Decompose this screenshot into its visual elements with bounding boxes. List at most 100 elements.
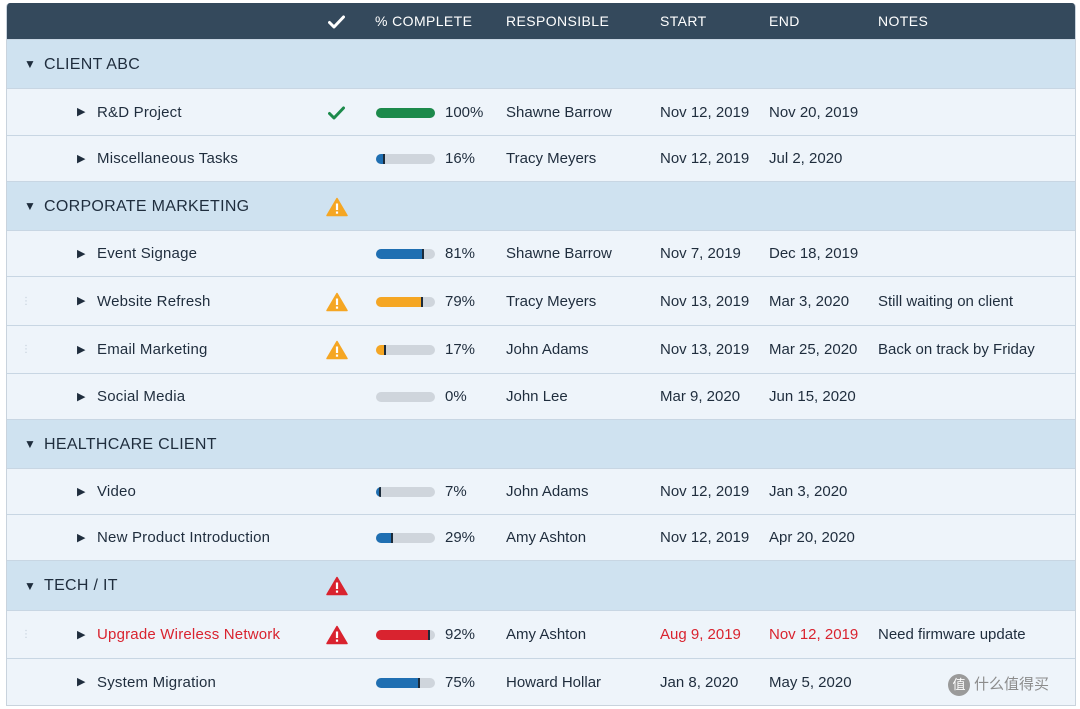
group-row[interactable]: ▼ HEALTHCARE CLIENT (7, 419, 1075, 469)
collapse-triangle-icon[interactable]: ▼ (24, 579, 36, 593)
notes-text[interactable]: Need firmware update (878, 626, 1026, 643)
responsible-person[interactable]: Amy Ashton (506, 626, 587, 643)
task-row[interactable]: ⋮ ▶ Email Marketing 17% John Adams Nov 13, 20… (7, 325, 1075, 374)
start-date[interactable]: Mar 9, 2020 (660, 388, 741, 405)
task-name[interactable]: Email Marketing (97, 341, 208, 358)
percent-complete: 7% (445, 483, 467, 500)
task-row[interactable]: ▶ System Migration 75% Howard Hollar Jan 8, … (7, 658, 1075, 705)
header-notes[interactable]: NOTES (878, 13, 929, 29)
responsible-person[interactable]: Amy Ashton (506, 529, 587, 546)
collapse-triangle-icon[interactable]: ▼ (24, 57, 36, 71)
task-name[interactable]: R&D Project (97, 104, 182, 121)
progress-bar (376, 297, 435, 307)
progress-bar (376, 249, 435, 259)
drag-handle[interactable]: ⋮ (21, 296, 31, 307)
start-date[interactable]: Nov 13, 2019 (660, 341, 750, 358)
expand-triangle-icon[interactable]: ▶ (77, 391, 86, 403)
end-date[interactable]: Nov 12, 2019 (769, 626, 859, 643)
expand-triangle-icon[interactable]: ▶ (77, 344, 86, 356)
task-name[interactable]: Event Signage (97, 245, 198, 262)
expand-triangle-icon[interactable]: ▶ (77, 153, 86, 165)
task-row[interactable]: ▶ R&D Project 100% Shawne Barrow Nov 12, 201… (7, 88, 1075, 136)
complete-checkmark-icon (328, 104, 345, 121)
start-date[interactable]: Nov 12, 2019 (660, 104, 750, 121)
header-responsible[interactable]: RESPONSIBLE (506, 13, 610, 29)
responsible-person[interactable]: Shawne Barrow (506, 245, 612, 262)
task-name[interactable]: System Migration (97, 674, 217, 691)
group-name: HEALTHCARE CLIENT (44, 436, 217, 453)
task-row[interactable]: ⋮ ▶ Website Refresh 79% Tracy Meyers Nov 13, … (7, 276, 1075, 326)
start-date[interactable]: Jan 8, 2020 (660, 674, 739, 691)
start-date[interactable]: Nov 12, 2019 (660, 529, 750, 546)
alert-icon (326, 576, 348, 596)
group-row[interactable]: ▼ TECH / IT (7, 560, 1075, 611)
end-date[interactable]: Nov 20, 2019 (769, 104, 859, 121)
percent-complete: 75% (445, 674, 476, 691)
expand-triangle-icon[interactable]: ▶ (77, 486, 86, 498)
percent-complete: 29% (445, 529, 476, 546)
expand-triangle-icon[interactable]: ▶ (77, 629, 86, 641)
progress-fill (376, 297, 423, 307)
start-date[interactable]: Nov 12, 2019 (660, 483, 750, 500)
responsible-person[interactable]: John Adams (506, 341, 589, 358)
end-date[interactable]: Jul 2, 2020 (769, 150, 843, 167)
warning-icon (326, 292, 348, 312)
task-name[interactable]: Video (97, 483, 137, 500)
task-status (326, 611, 348, 659)
notes-text[interactable]: Still waiting on client (878, 293, 1014, 310)
drag-handle[interactable]: ⋮ (21, 344, 31, 355)
progress-fill (376, 678, 421, 688)
responsible-person[interactable]: Howard Hollar (506, 674, 602, 691)
collapse-triangle-icon[interactable]: ▼ (24, 437, 36, 451)
checkmark-icon[interactable] (328, 3, 345, 39)
start-date[interactable]: Nov 13, 2019 (660, 293, 750, 310)
start-date[interactable]: Nov 7, 2019 (660, 245, 741, 262)
expand-triangle-icon[interactable]: ▶ (77, 248, 86, 260)
collapse-triangle-icon[interactable]: ▼ (24, 199, 36, 213)
task-name[interactable]: New Product Introduction (97, 529, 271, 546)
expand-triangle-icon[interactable]: ▶ (77, 295, 86, 307)
task-name[interactable]: Miscellaneous Tasks (97, 150, 239, 167)
header-percent-complete[interactable]: % COMPLETE (375, 13, 473, 29)
group-name: TECH / IT (44, 577, 118, 594)
task-name[interactable]: Social Media (97, 388, 186, 405)
responsible-person[interactable]: John Lee (506, 388, 568, 405)
responsible-person[interactable]: Tracy Meyers (506, 150, 597, 167)
percent-complete: 92% (445, 626, 476, 643)
end-date[interactable]: May 5, 2020 (769, 674, 852, 691)
drag-handle[interactable]: ⋮ (21, 629, 31, 640)
responsible-person[interactable]: John Adams (506, 483, 589, 500)
expand-triangle-icon[interactable]: ▶ (77, 676, 86, 688)
start-date[interactable]: Aug 9, 2019 (660, 626, 741, 643)
group-name: CORPORATE MARKETING (44, 198, 250, 215)
responsible-person[interactable]: Tracy Meyers (506, 293, 597, 310)
header-end[interactable]: END (769, 13, 800, 29)
notes-text[interactable]: Back on track by Friday (878, 341, 1035, 358)
task-row[interactable]: ▶ Miscellaneous Tasks 16% Tracy Meyers Nov 1… (7, 135, 1075, 182)
group-row[interactable]: ▼ CLIENT ABC (7, 39, 1075, 89)
task-row[interactable]: ▶ Social Media 0% John Lee Mar 9, 2020 Jun 15… (7, 373, 1075, 420)
expand-triangle-icon[interactable]: ▶ (77, 106, 86, 118)
warning-icon (326, 340, 348, 360)
task-name[interactable]: Upgrade Wireless Network (97, 626, 281, 643)
task-row[interactable]: ▶ Video 7% John Adams Nov 12, 2019 Jan 3, 202… (7, 468, 1075, 515)
project-sheet: % COMPLETE RESPONSIBLE START END NOTES ▼… (6, 3, 1076, 706)
header-start[interactable]: START (660, 13, 707, 29)
percent-complete: 79% (445, 293, 476, 310)
group-row[interactable]: ▼ CORPORATE MARKETING (7, 181, 1075, 231)
end-date[interactable]: Mar 3, 2020 (769, 293, 850, 310)
end-date[interactable]: Jun 15, 2020 (769, 388, 856, 405)
task-row[interactable]: ▶ New Product Introduction 29% Amy Ashton No… (7, 514, 1075, 561)
end-date[interactable]: Dec 18, 2019 (769, 245, 859, 262)
task-status (326, 326, 348, 374)
end-date[interactable]: Jan 3, 2020 (769, 483, 848, 500)
end-date[interactable]: Mar 25, 2020 (769, 341, 858, 358)
watermark-badge: 值 (948, 674, 970, 697)
start-date[interactable]: Nov 12, 2019 (660, 150, 750, 167)
task-row[interactable]: ▶ Event Signage 81% Shawne Barrow Nov 7, 201… (7, 230, 1075, 277)
task-row[interactable]: ⋮ ▶ Upgrade Wireless Network 92% Amy Ashton A… (7, 610, 1075, 659)
expand-triangle-icon[interactable]: ▶ (77, 532, 86, 544)
task-name[interactable]: Website Refresh (97, 293, 211, 310)
responsible-person[interactable]: Shawne Barrow (506, 104, 612, 121)
end-date[interactable]: Apr 20, 2020 (769, 529, 855, 546)
